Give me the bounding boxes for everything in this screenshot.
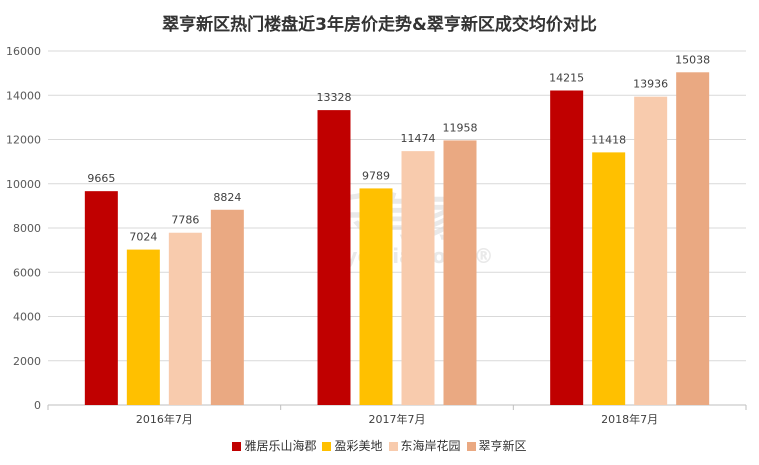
- bar: [359, 188, 393, 405]
- y-tick-label: 12000: [6, 134, 41, 147]
- legend-item: 盈彩美地: [322, 437, 383, 454]
- y-tick-label: 14000: [6, 89, 41, 102]
- data-label: 11418: [591, 133, 626, 146]
- legend-swatch: [466, 442, 476, 451]
- chart-title: 翠亨新区热门楼盘近3年房价走势&翠亨新区成交均价对比: [162, 15, 597, 35]
- bar: [126, 249, 160, 405]
- bar: [592, 152, 626, 405]
- data-label: 8824: [213, 191, 241, 204]
- bar: [84, 191, 118, 405]
- bar: [634, 96, 668, 405]
- data-label: 13328: [317, 91, 352, 104]
- legend-label: 东海岸花园: [400, 439, 461, 453]
- y-tick-label: 8000: [13, 222, 41, 235]
- data-label: 7024: [129, 231, 157, 244]
- x-tick-label: 2017年7月: [369, 412, 426, 426]
- data-label: 13936: [633, 78, 668, 91]
- bar: [676, 72, 710, 406]
- bar: [401, 151, 435, 405]
- y-tick-label: 6000: [13, 266, 41, 279]
- data-label: 11958: [443, 121, 478, 134]
- bar: [168, 232, 202, 405]
- legend-item: 东海岸花园: [388, 437, 461, 454]
- y-tick-label: 0: [34, 399, 41, 412]
- legend-swatch: [388, 442, 398, 451]
- data-label: 9789: [362, 169, 390, 182]
- data-label: 15038: [675, 53, 710, 66]
- bar: [317, 110, 351, 406]
- data-label: 14215: [549, 71, 584, 84]
- y-tick-label: 4000: [13, 311, 41, 324]
- bar: [550, 90, 584, 405]
- x-tick-label: 2016年7月: [136, 412, 193, 426]
- legend: 雅居乐山海郡 盈彩美地 东海岸花园 翠亨新区: [0, 437, 759, 454]
- x-tick-label: 2018年7月: [601, 412, 658, 426]
- bar: [210, 209, 244, 405]
- legend-label: 盈彩美地: [334, 439, 383, 453]
- y-tick-label: 10000: [6, 178, 41, 191]
- data-label: 7786: [171, 214, 199, 227]
- legend-swatch: [232, 442, 242, 451]
- y-tick-label: 2000: [13, 355, 41, 368]
- bar: [443, 140, 477, 405]
- legend-swatch: [322, 442, 332, 451]
- data-label: 9665: [87, 172, 115, 185]
- data-label: 11474: [401, 132, 436, 145]
- legend-label: 雅居乐山海郡: [244, 439, 317, 453]
- y-tick-label: 16000: [6, 45, 41, 58]
- legend-item: 翠亨新区: [466, 437, 527, 454]
- legend-label: 翠亨新区: [478, 439, 527, 453]
- legend-item: 雅居乐山海郡: [232, 437, 316, 454]
